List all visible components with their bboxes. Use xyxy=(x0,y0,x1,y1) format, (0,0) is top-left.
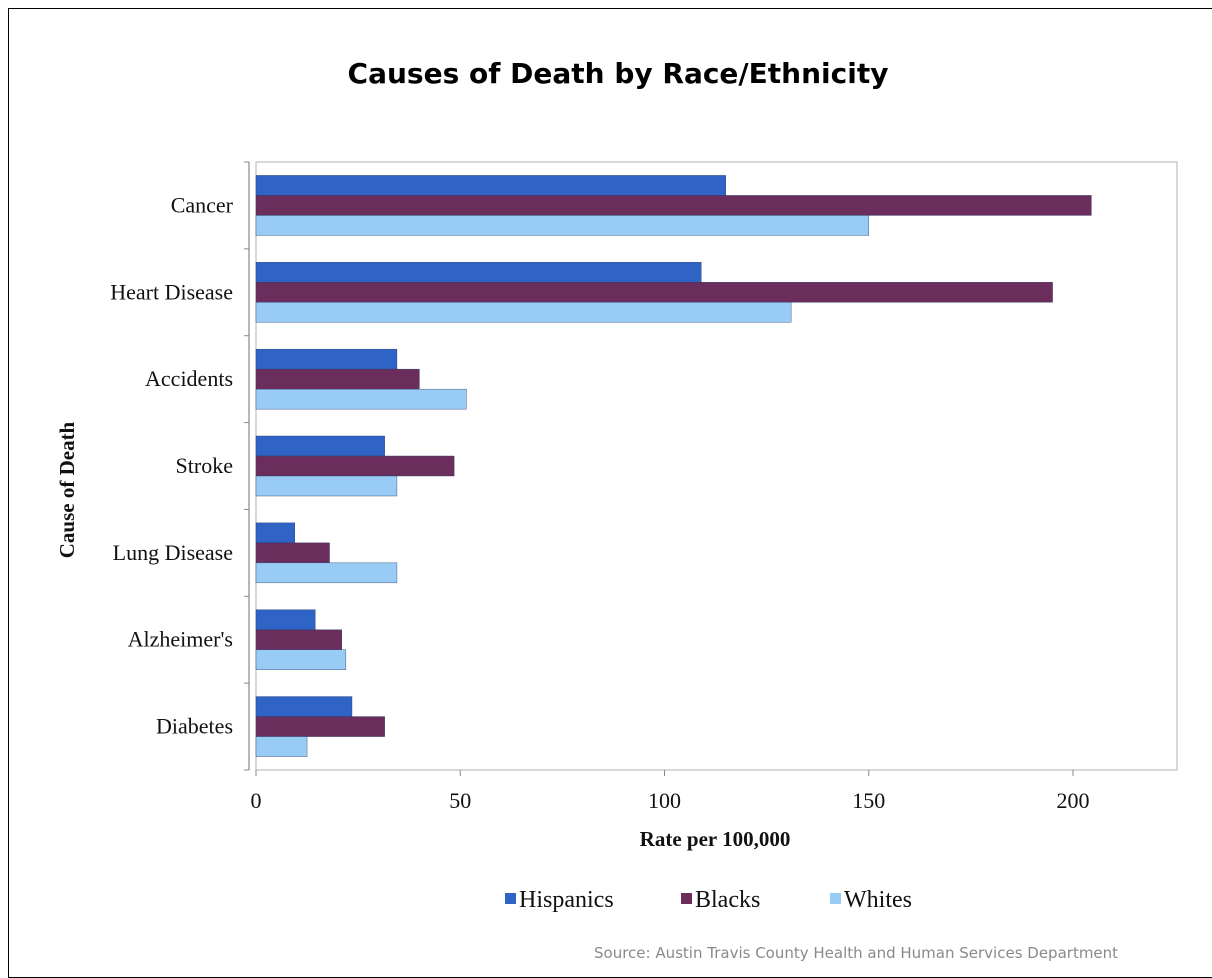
legend: Hispanics Blacks Whites xyxy=(505,887,912,913)
chart-title: Causes of Death by Race/Ethnicity xyxy=(347,57,889,90)
category-label: Accidents xyxy=(145,366,233,391)
category-label: Alzheimer's xyxy=(128,627,233,652)
category-labels: Cancer Heart Disease Accidents Stroke Lung D… xyxy=(110,192,233,738)
x-tick-label: 100 xyxy=(648,788,681,813)
bar-hispanics-3 xyxy=(255,435,385,457)
category-label: Heart Disease xyxy=(110,279,233,304)
bar-hispanics-5 xyxy=(255,609,316,630)
x-axis-title: Rate per 100,000 xyxy=(640,827,791,851)
bar-whites-5 xyxy=(255,649,347,670)
x-tick-label: 0 xyxy=(251,788,262,813)
source-note: Source: Austin Travis County Health and … xyxy=(594,944,1119,962)
bar-whites-0 xyxy=(255,215,869,236)
axes-group xyxy=(244,161,250,771)
legend-label-whites: Whites xyxy=(844,887,912,913)
bar-blacks-4 xyxy=(255,542,330,564)
bar-hispanics-4 xyxy=(255,522,296,544)
bar-blacks-0 xyxy=(255,195,1092,216)
bar-whites-1 xyxy=(255,302,792,323)
category-label: Diabetes xyxy=(156,714,233,739)
bar-whites-4 xyxy=(255,562,398,584)
bar-whites-6 xyxy=(255,736,308,757)
bar-blacks-5 xyxy=(255,629,342,650)
bar-blacks-6 xyxy=(255,716,385,737)
category-label: Lung Disease xyxy=(113,540,233,565)
bar-whites-3 xyxy=(255,475,398,497)
bar-blacks-3 xyxy=(255,455,455,477)
legend-label-blacks: Blacks xyxy=(695,887,760,913)
x-tick-label: 150 xyxy=(852,788,885,813)
bar-whites-2 xyxy=(255,388,467,410)
bar-hispanics-6 xyxy=(255,696,353,717)
bars-group xyxy=(255,175,1092,757)
x-tick-label: 200 xyxy=(1057,788,1090,813)
bar-hispanics-0 xyxy=(255,175,726,196)
legend-label-hispanics: Hispanics xyxy=(519,887,614,913)
category-label: Cancer xyxy=(171,192,234,217)
x-tick-label: 50 xyxy=(449,788,471,813)
bar-blacks-2 xyxy=(255,368,420,390)
bar-hispanics-2 xyxy=(255,348,398,370)
category-label: Stroke xyxy=(176,453,233,478)
bar-hispanics-1 xyxy=(255,262,702,283)
x-ticks: 0 50 100 150 200 xyxy=(251,770,1090,813)
y-axis-title: Cause of Death xyxy=(55,421,79,558)
legend-swatch-blacks xyxy=(681,893,692,904)
legend-swatch-whites xyxy=(830,893,841,904)
bar-blacks-1 xyxy=(255,282,1053,303)
legend-swatch-hispanics xyxy=(505,893,516,904)
